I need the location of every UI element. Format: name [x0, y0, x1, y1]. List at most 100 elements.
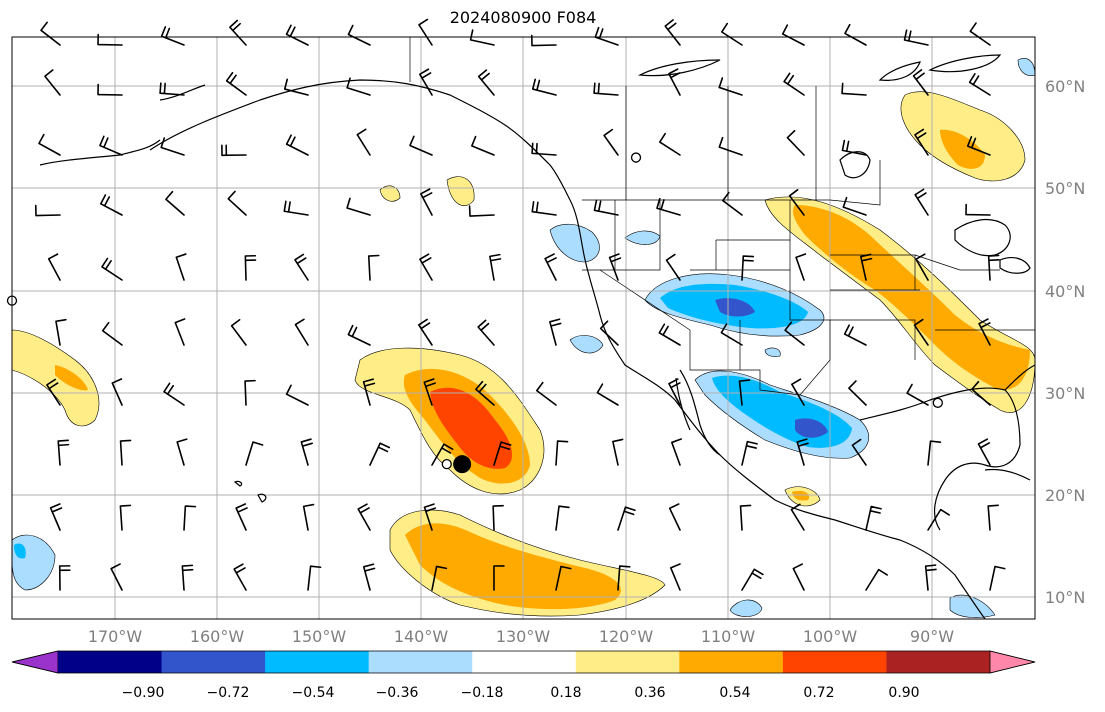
wind-barb [914, 128, 929, 156]
wind-barb [906, 383, 929, 406]
wind-barb [175, 253, 187, 281]
wind-barb [718, 77, 743, 96]
wind-barb [927, 508, 950, 531]
colorbar-tick-labels: −0.90 −0.72 −0.54 −0.36 −0.18 0.18 0.36 … [122, 685, 920, 701]
wind-barb [555, 440, 569, 466]
wind-barb [468, 205, 495, 217]
wind-barb [493, 441, 512, 466]
wind-barb [418, 18, 433, 46]
wind-barb [668, 378, 681, 406]
wind-barb [617, 565, 631, 591]
wind-barb [796, 438, 809, 466]
wind-barb [58, 565, 71, 591]
gridlines [12, 37, 1035, 619]
wind-barb [927, 440, 942, 466]
colorbar-tick-label: −0.90 [122, 685, 165, 701]
lon-label: 120°W [599, 627, 654, 646]
wind-barb [423, 503, 437, 531]
wind-barb [346, 197, 371, 216]
wind-barb [668, 503, 681, 531]
lon-label: 150°W [292, 627, 347, 646]
wind-barb [489, 253, 502, 281]
map-frame [11, 36, 1036, 620]
wind-barb [34, 204, 61, 217]
wind-barb [110, 563, 123, 591]
political-borders [409, 37, 1035, 396]
lat-label: 40°N [1045, 282, 1085, 301]
wind-barb [860, 253, 873, 281]
wind-barb [49, 503, 63, 531]
wind-barb [555, 565, 572, 591]
wind-barb [285, 384, 309, 406]
wind-barb [790, 503, 805, 531]
wind-barb [47, 253, 61, 281]
wind-barb [965, 203, 991, 216]
colorbar-tick-label: −0.72 [207, 685, 250, 701]
storm-center-marker [453, 455, 472, 474]
colorbar-tick-label: 0.72 [803, 685, 834, 701]
wind-barb [493, 565, 505, 591]
wind-barb [989, 565, 1006, 591]
wind-barb [593, 82, 619, 96]
wind-barb [285, 134, 309, 156]
wind-barb [977, 438, 991, 466]
wind-barb [720, 323, 743, 346]
positive-anomaly-region [405, 523, 621, 610]
wind-barb [721, 22, 743, 46]
wind-barb [555, 505, 570, 531]
wind-barb [477, 319, 495, 346]
lon-label: 170°W [88, 627, 143, 646]
wind-barb [792, 563, 805, 591]
wind-barb [431, 443, 454, 466]
lat-label: 10°N [1045, 588, 1085, 607]
wind-barb [475, 380, 495, 406]
colorbar-tick-label: 0.36 [634, 685, 665, 701]
wind-barb [294, 318, 309, 346]
longitude-labels: 170°W 160°W 150°W 140°W 130°W 120°W 110°… [88, 627, 954, 646]
wind-barb [492, 504, 504, 531]
open-circle-marker [441, 458, 452, 470]
wind-barb [966, 136, 991, 156]
wind-barb [285, 24, 309, 46]
wind-barb [244, 254, 257, 281]
wind-barb [417, 318, 433, 346]
wind-barb [968, 73, 991, 96]
wind-barb [347, 24, 371, 46]
wind-barb [38, 133, 61, 156]
colorbar-extend-high [989, 650, 1036, 674]
wind-barb [101, 321, 123, 346]
wind-barb [915, 253, 929, 281]
wind-barb [176, 438, 188, 466]
wind-barb [786, 129, 805, 156]
wind-barb [842, 196, 867, 216]
wind-barb [594, 26, 619, 46]
wind-barb [283, 78, 309, 96]
wind-barb [163, 382, 185, 406]
colorbar-segment [782, 651, 887, 673]
lon-label: 90°W [910, 627, 954, 646]
wind-barb [987, 254, 1000, 281]
wind-barb [101, 257, 123, 281]
wind-barb [865, 568, 888, 591]
wind-barb [294, 253, 309, 281]
wind-barb [531, 201, 557, 216]
wind-barb [174, 318, 186, 346]
wind-barb [111, 378, 123, 406]
wind-barb [346, 77, 371, 96]
wind-barb [419, 253, 433, 281]
wind-barb [283, 200, 309, 216]
wind-barb [369, 442, 391, 466]
wind-barb [183, 505, 197, 531]
wind-barb [603, 128, 619, 156]
open-circle-marker [932, 397, 943, 408]
lon-label: 140°W [394, 627, 449, 646]
colorbar-tick-label: 0.54 [719, 685, 750, 701]
map-title: 2024080900 F084 [449, 8, 597, 27]
wind-barb [97, 83, 123, 96]
wind-barb [658, 132, 681, 156]
open-circle-marker [630, 152, 642, 163]
lat-label: 30°N [1045, 384, 1085, 403]
wind-barb [841, 82, 867, 96]
wind-barb [593, 199, 619, 216]
positive-anomaly-region [55, 365, 88, 391]
